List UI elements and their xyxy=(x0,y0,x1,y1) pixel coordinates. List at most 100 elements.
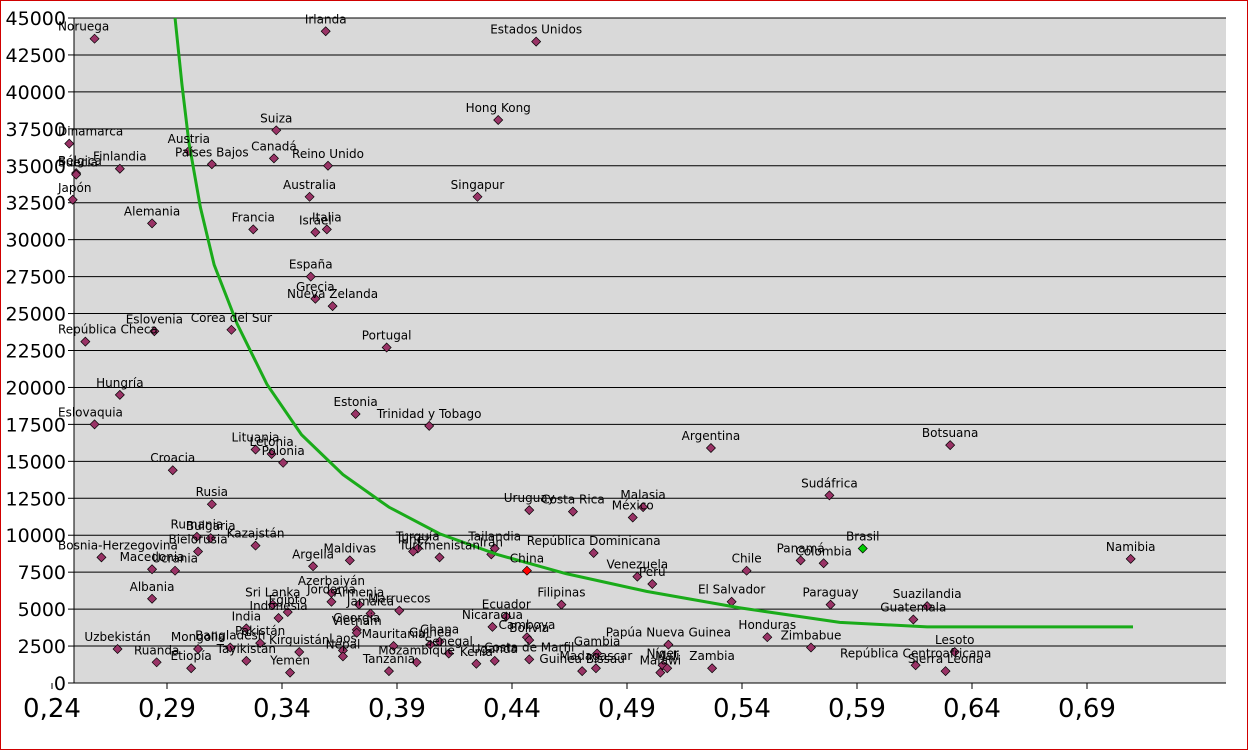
data-point xyxy=(241,623,252,634)
data-point xyxy=(206,499,217,510)
data-point xyxy=(186,663,197,674)
y-tick-label: 0 xyxy=(54,673,66,695)
point-label: Australia xyxy=(283,178,336,192)
data-point xyxy=(424,420,435,431)
point-label: Argentina xyxy=(682,429,741,443)
point-label: Kenia xyxy=(460,645,493,659)
gridlines xyxy=(74,17,1226,647)
data-point xyxy=(908,614,919,625)
point-label: Papúa Nueva Guinea xyxy=(606,626,731,640)
y-tick-label: 7500 xyxy=(18,562,66,584)
data-point xyxy=(337,651,348,662)
point-label: Túnez xyxy=(395,532,430,546)
x-tick-label: 0,69 xyxy=(1058,694,1116,724)
data-point xyxy=(524,635,535,646)
data-point xyxy=(354,599,365,610)
data-point xyxy=(191,531,202,542)
point-label: Francia xyxy=(232,210,275,224)
point-label: Tayikistán xyxy=(216,642,276,656)
point-label: Guinea Bissau xyxy=(539,652,624,666)
data-point xyxy=(647,578,658,589)
data-point xyxy=(350,409,361,420)
data-point xyxy=(278,457,289,468)
x-tick-label: 0,39 xyxy=(368,694,426,724)
data-point xyxy=(825,599,836,610)
data-point xyxy=(305,271,316,282)
point-label: Ghana xyxy=(420,623,459,637)
data-point xyxy=(193,644,204,655)
point-label: Botsuana xyxy=(922,426,978,440)
point-label: Finlandia xyxy=(93,150,147,164)
data-point xyxy=(425,639,436,650)
data-point xyxy=(89,33,100,44)
y-tick-label: 15000 xyxy=(6,451,66,473)
data-point xyxy=(940,666,951,677)
point-label: Austria xyxy=(168,132,210,146)
point-label: Mauritania xyxy=(362,627,426,641)
point-label: Países Bajos xyxy=(175,145,249,159)
point-label: Guinea xyxy=(409,626,452,640)
data-point xyxy=(112,644,123,655)
point-label: Hungría xyxy=(96,376,143,390)
point-label: Nueva Zelanda xyxy=(287,287,378,301)
data-point xyxy=(310,293,321,304)
point-label: Bolivia xyxy=(509,621,549,635)
data-point xyxy=(388,641,399,652)
point-label: Etiopía xyxy=(171,649,212,663)
point-label: Suiza xyxy=(260,111,292,125)
point-label: Alemania xyxy=(124,204,180,218)
data-point xyxy=(89,419,100,430)
data-point xyxy=(762,632,773,643)
point-label: Laos xyxy=(329,631,357,645)
data-point xyxy=(147,564,158,575)
data-point xyxy=(945,440,956,451)
x-tick-label: 0,54 xyxy=(713,694,771,724)
point-label: Grecia xyxy=(296,280,335,294)
point-label: Perú xyxy=(639,565,666,579)
data-point xyxy=(327,301,338,312)
point-label: España xyxy=(289,258,333,272)
data-point xyxy=(225,642,236,653)
point-label: Ruanda xyxy=(134,643,179,657)
data-point xyxy=(206,159,217,170)
data-point xyxy=(922,601,933,612)
y-tick-label: 22500 xyxy=(6,341,66,363)
point-label: Ucrania xyxy=(152,552,198,566)
point-label: Lesoto xyxy=(935,633,975,647)
data-point xyxy=(326,596,337,607)
point-label: Egipto xyxy=(269,593,307,607)
point-label: Reino Unido xyxy=(292,147,364,161)
point-label: Vietnam xyxy=(332,614,382,628)
data-point xyxy=(627,512,638,523)
point-label: Eslovenia xyxy=(126,312,183,326)
data-point xyxy=(80,336,91,347)
data-point xyxy=(151,657,162,668)
data-point xyxy=(567,506,578,517)
y-tick-label: 5000 xyxy=(18,599,66,621)
y-tick-label: 12500 xyxy=(6,488,66,510)
point-label: Georgia xyxy=(333,611,380,625)
point-label: Zimbabue xyxy=(781,629,842,643)
x-tick-label: 0,49 xyxy=(598,694,656,724)
y-tick-label: 35000 xyxy=(6,156,66,178)
point-label: Honduras xyxy=(738,618,796,632)
point-label: Senegal xyxy=(425,634,473,648)
point-label: Suecia xyxy=(58,156,98,170)
point-label: Costa de Marfil xyxy=(484,640,574,654)
y-tick-label: 30000 xyxy=(6,230,66,252)
data-point xyxy=(294,646,305,657)
point-label: Panamá xyxy=(777,541,825,555)
x-tick-label: 0,59 xyxy=(828,694,886,724)
x-tick-label: 0,64 xyxy=(943,694,1001,724)
point-label: Gambia xyxy=(574,634,621,648)
point-label: México xyxy=(612,498,654,512)
point-label: Japón xyxy=(57,181,91,195)
point-label: Níger xyxy=(647,646,679,660)
data-point xyxy=(487,621,498,632)
data-point xyxy=(588,547,599,558)
data-point xyxy=(205,533,216,544)
data-point xyxy=(71,169,82,180)
y-tick-label: 10000 xyxy=(6,525,66,547)
point-label: Paraguay xyxy=(803,586,859,600)
data-point xyxy=(521,565,532,576)
